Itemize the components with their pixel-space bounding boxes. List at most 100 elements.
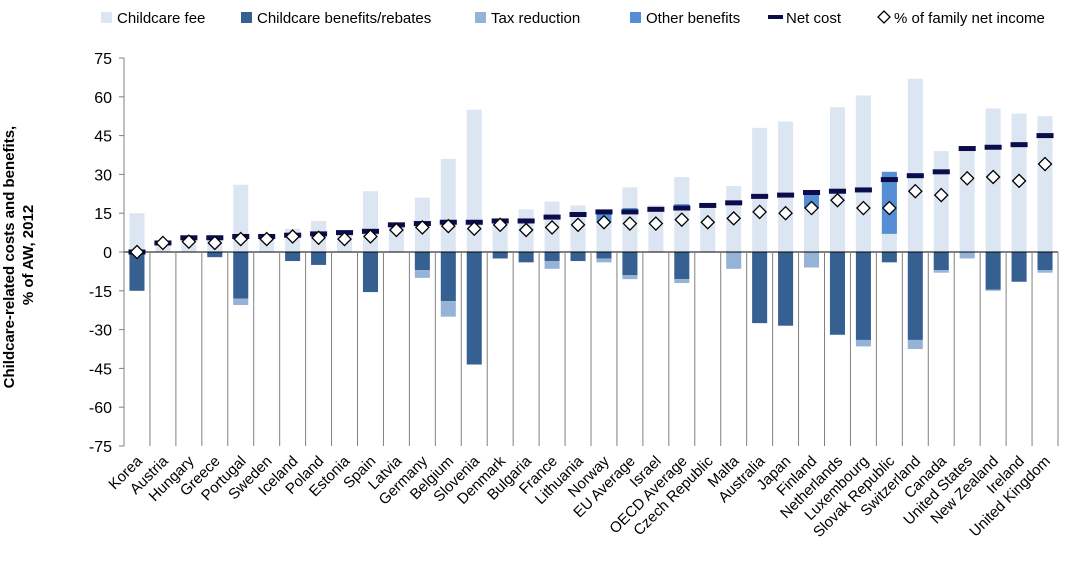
net-cost-mark (854, 187, 872, 193)
bar-childcare-benefits (492, 252, 508, 259)
bar-childcare-fee (829, 107, 845, 252)
bar-tax-reduction (726, 252, 742, 269)
family-income-diamond (155, 235, 171, 251)
bar-childcare-benefits (570, 252, 586, 262)
bar-childcare-benefits (311, 252, 327, 265)
family-income-diamond (674, 212, 690, 228)
family-income-diamond (700, 214, 716, 230)
y-axis: 75 60 45 30 15 0 -15 -30 -45 -60 -75 (89, 51, 125, 456)
family-income-diamond (440, 218, 456, 234)
zero-line (123, 251, 1059, 446)
bar-tax-reduction (933, 270, 949, 273)
net-cost-mark (595, 209, 613, 215)
legend-item-benefits: Childcare benefits/rebates (241, 10, 431, 27)
family-income-diamond (855, 200, 871, 216)
legend-swatch-fee (101, 12, 112, 23)
y-tick-label: -60 (89, 400, 112, 417)
bar-childcare-benefits (207, 252, 223, 258)
legend-item-fee: Childcare fee (101, 10, 205, 27)
bar-tax-reduction (440, 301, 456, 317)
net-cost-mark (725, 200, 743, 206)
bar-tax-reduction (596, 258, 612, 263)
family-income-diamond (648, 216, 664, 231)
y-tick-label: 15 (94, 206, 112, 223)
net-cost-mark (1010, 142, 1028, 148)
family-income-diamond (337, 231, 352, 247)
legend-swatch-other (630, 12, 641, 23)
family-income-diamond (570, 217, 586, 233)
net-cost-mark (906, 173, 924, 179)
legend-item-marker: % of family net income (877, 10, 1045, 27)
family-income-diamond (596, 214, 612, 230)
y-axis-label: Childcare-related costs and benefits, % … (1, 122, 37, 389)
bar-childcare-fee (778, 121, 794, 252)
legend-swatch-tax (475, 12, 486, 23)
family-income-diamond (830, 192, 845, 208)
legend-item-tax: Tax reduction (475, 10, 580, 27)
family-income-diamond (259, 231, 275, 247)
bar-childcare-benefits (674, 252, 690, 280)
y-tick-label: -30 (89, 323, 112, 340)
bar-childcare-benefits (1037, 252, 1053, 271)
family-income-diamond (1037, 156, 1053, 172)
family-income-diamond (933, 187, 949, 203)
bar-tax-reduction (985, 289, 1001, 291)
bar-other-benefits (804, 192, 820, 209)
bar-childcare-benefits (440, 252, 456, 302)
y-tick-label: -15 (89, 284, 112, 301)
net-cost-mark (1036, 133, 1054, 139)
net-cost-mark (751, 193, 769, 199)
y-tick-label: 45 (94, 129, 112, 146)
bar-childcare-benefits (622, 252, 638, 276)
net-cost-mark (828, 188, 846, 194)
family-income-diamond (207, 235, 223, 251)
bar-tax-reduction (804, 252, 820, 268)
bar-childcare-fee (855, 95, 871, 252)
bar-childcare-fee (129, 213, 145, 252)
bar-childcare-fee (466, 109, 482, 252)
net-cost-mark (647, 206, 665, 212)
family-income-diamond (492, 217, 508, 233)
family-income-diamond (544, 220, 560, 235)
bar-tax-reduction (907, 339, 923, 349)
family-income-diamond (129, 244, 145, 260)
family-income-diamond (907, 183, 923, 199)
bar-tax-reduction (674, 279, 690, 284)
bar-childcare-fee (1037, 116, 1053, 252)
bar-childcare-fee (907, 78, 923, 253)
bar-tax-reduction (622, 275, 638, 280)
legend-swatch-net-cost (768, 15, 783, 19)
bar-childcare-fee (752, 127, 768, 252)
net-cost-mark (699, 202, 717, 208)
legend-label-tax: Tax reduction (491, 10, 580, 27)
legend-swatch-benefits (241, 12, 252, 23)
net-cost-mark (984, 144, 1002, 150)
family-income-diamond (881, 200, 897, 216)
family-income-diamond (985, 169, 1001, 185)
bar-tax-reduction (1037, 270, 1053, 273)
y-tick-label: -75 (89, 439, 112, 456)
bar-childcare-benefits (544, 252, 560, 262)
bar-tax-reduction (233, 298, 249, 306)
net-cost-mark (803, 190, 821, 196)
family-income-diamond (778, 205, 794, 221)
bar-childcare-benefits (596, 252, 612, 259)
bar-childcare-benefits (1011, 252, 1027, 282)
y-tick-label: -45 (89, 361, 112, 378)
net-cost-mark (932, 169, 950, 175)
bar-childcare-benefits (933, 252, 949, 271)
x-axis-labels: KoreaAustriaHungaryGreecePortugalSwedenI… (105, 452, 1053, 541)
net-cost-mark (880, 177, 898, 183)
bar-childcare-benefits (829, 252, 845, 335)
family-income-markers (129, 156, 1053, 260)
bar-childcare-benefits (985, 252, 1001, 290)
family-income-diamond (726, 210, 742, 226)
family-income-diamond (959, 170, 975, 186)
y-tick-label: 60 (94, 90, 112, 107)
family-income-diamond (363, 229, 378, 244)
y-tick-label: 30 (94, 167, 112, 184)
legend-swatch-diamond (877, 10, 891, 24)
legend-item-net: Net cost (768, 10, 842, 27)
family-income-diamond (466, 221, 482, 237)
bar-childcare-fee (959, 148, 975, 252)
